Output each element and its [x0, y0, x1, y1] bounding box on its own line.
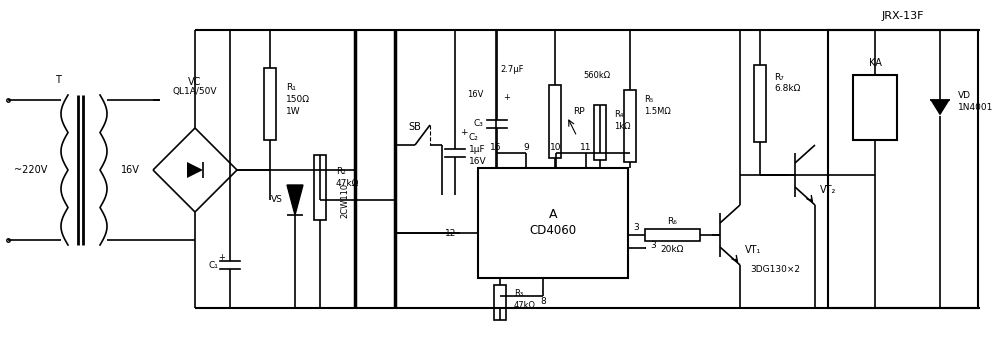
Text: VS: VS	[271, 195, 283, 205]
Text: +: +	[217, 253, 224, 263]
Bar	[314, 155, 326, 220]
Bar	[478, 168, 627, 278]
Bar	[623, 90, 635, 162]
Text: VT₂: VT₂	[820, 185, 836, 195]
Text: 560kΩ: 560kΩ	[582, 71, 609, 79]
Text: T: T	[55, 75, 61, 85]
Text: 16: 16	[490, 144, 501, 152]
Polygon shape	[186, 162, 202, 178]
Text: R₄: R₄	[613, 110, 623, 119]
Text: 1μF: 1μF	[469, 146, 485, 154]
Text: 1N4001: 1N4001	[957, 103, 992, 112]
Text: 12: 12	[444, 228, 456, 237]
Text: 47kΩ: 47kΩ	[513, 300, 535, 310]
Text: RP: RP	[572, 107, 584, 116]
Text: 1.5MΩ: 1.5MΩ	[643, 107, 670, 117]
Text: R₆: R₆	[667, 217, 676, 225]
Bar	[754, 65, 766, 142]
Text: 9: 9	[523, 144, 528, 152]
Text: 1W: 1W	[286, 107, 301, 117]
Text: 3DG130×2: 3DG130×2	[749, 266, 800, 275]
Text: C₃: C₃	[473, 119, 483, 128]
Bar	[494, 285, 505, 320]
Text: R₃: R₃	[513, 288, 523, 297]
Text: C₂: C₂	[469, 133, 478, 143]
Text: 16V: 16V	[469, 158, 486, 166]
Bar	[593, 105, 605, 160]
Bar	[548, 85, 560, 158]
Text: +: +	[502, 93, 509, 103]
Text: 11: 11	[580, 144, 591, 152]
Text: 3: 3	[632, 222, 638, 232]
Text: R₅: R₅	[643, 95, 652, 104]
Text: R₂: R₂	[336, 167, 346, 177]
Text: 150Ω: 150Ω	[286, 95, 310, 104]
Text: QL1A/50V: QL1A/50V	[172, 88, 217, 97]
Text: 3: 3	[649, 241, 655, 251]
Text: 10: 10	[550, 144, 561, 152]
Text: 16V: 16V	[466, 90, 483, 100]
Text: A: A	[548, 208, 557, 222]
Text: JRX-13F: JRX-13F	[881, 11, 923, 21]
Text: CD4060: CD4060	[529, 224, 576, 237]
Bar	[828, 30, 977, 308]
Text: 47kΩ: 47kΩ	[336, 179, 359, 189]
Text: 2.7μF: 2.7μF	[500, 65, 523, 74]
Text: ~220V: ~220V	[14, 165, 47, 175]
Polygon shape	[287, 185, 303, 215]
Text: 20kΩ: 20kΩ	[660, 244, 683, 253]
Text: 16V: 16V	[120, 165, 139, 175]
Bar	[264, 68, 276, 140]
Text: KA: KA	[868, 58, 881, 68]
Text: 2CW110: 2CW110	[340, 182, 349, 218]
Text: VT₁: VT₁	[744, 245, 761, 255]
Text: 1kΩ: 1kΩ	[613, 122, 630, 132]
Text: C₁: C₁	[208, 261, 217, 269]
Text: VC: VC	[188, 77, 201, 87]
Bar	[644, 229, 699, 241]
Bar	[852, 75, 896, 140]
Text: R₇: R₇	[774, 73, 784, 81]
Text: 6.8kΩ: 6.8kΩ	[774, 85, 800, 93]
Text: 8: 8	[540, 297, 545, 307]
Text: VD: VD	[957, 91, 970, 100]
Text: R₁: R₁	[286, 84, 296, 92]
Text: SB: SB	[408, 122, 421, 132]
Polygon shape	[929, 100, 949, 116]
Text: +: +	[460, 129, 467, 137]
